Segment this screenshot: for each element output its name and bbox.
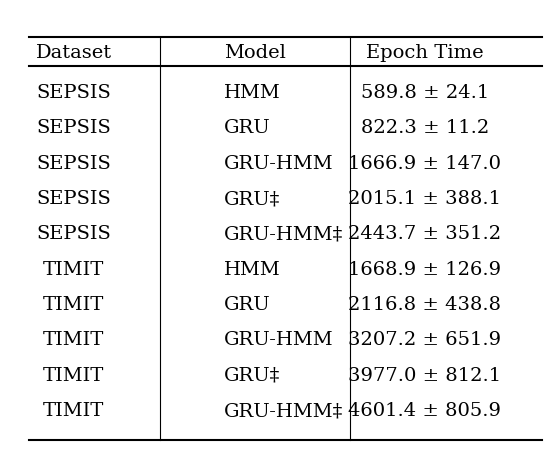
Text: SEPSIS: SEPSIS (36, 119, 111, 137)
Text: 2116.8 ± 438.8: 2116.8 ± 438.8 (348, 296, 501, 314)
Text: GRU-HMM: GRU-HMM (224, 331, 334, 349)
Text: GRU: GRU (224, 119, 271, 137)
Text: GRU‡: GRU‡ (224, 190, 281, 208)
Text: Epoch Time: Epoch Time (366, 44, 484, 62)
Text: HMM: HMM (224, 84, 281, 102)
Text: 3977.0 ± 812.1: 3977.0 ± 812.1 (348, 367, 501, 385)
Text: 1668.9 ± 126.9: 1668.9 ± 126.9 (348, 261, 501, 279)
Text: 1666.9 ± 147.0: 1666.9 ± 147.0 (348, 155, 501, 173)
Text: TIMIT: TIMIT (43, 367, 105, 385)
Text: SEPSIS: SEPSIS (36, 190, 111, 208)
Text: GRU‡: GRU‡ (224, 367, 281, 385)
Text: Dataset: Dataset (36, 44, 112, 62)
Text: GRU-HMM‡: GRU-HMM‡ (224, 225, 343, 243)
Text: TIMIT: TIMIT (43, 296, 105, 314)
Text: 4601.4 ± 805.9: 4601.4 ± 805.9 (348, 402, 501, 420)
Text: 2015.1 ± 388.1: 2015.1 ± 388.1 (348, 190, 501, 208)
Text: SEPSIS: SEPSIS (36, 84, 111, 102)
Text: 822.3 ± 11.2: 822.3 ± 11.2 (361, 119, 489, 137)
Text: SEPSIS: SEPSIS (36, 225, 111, 243)
Text: GRU: GRU (224, 296, 271, 314)
Text: 3207.2 ± 651.9: 3207.2 ± 651.9 (348, 331, 501, 349)
Text: 589.8 ± 24.1: 589.8 ± 24.1 (361, 84, 489, 102)
Text: TIMIT: TIMIT (43, 402, 105, 420)
Text: TIMIT: TIMIT (43, 261, 105, 279)
Text: HMM: HMM (224, 261, 281, 279)
Text: TIMIT: TIMIT (43, 331, 105, 349)
Text: GRU-HMM: GRU-HMM (224, 155, 334, 173)
Text: 2443.7 ± 351.2: 2443.7 ± 351.2 (348, 225, 501, 243)
Text: GRU-HMM‡: GRU-HMM‡ (224, 402, 343, 420)
Text: SEPSIS: SEPSIS (36, 155, 111, 173)
Text: Model: Model (224, 44, 286, 62)
